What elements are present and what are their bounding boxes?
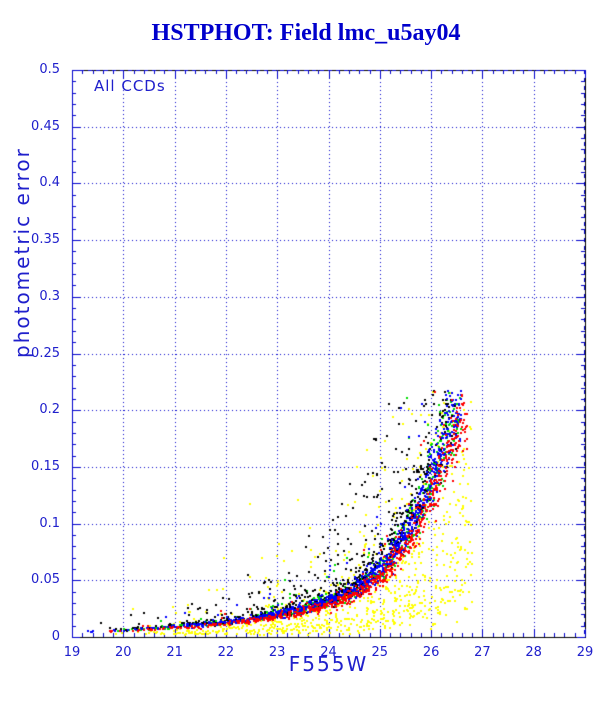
x-tick-label: 24: [320, 645, 337, 660]
y-tick-label: 0.5: [39, 62, 60, 77]
plot-title: HSTPHOT: Field lmc_u5ay04: [151, 20, 461, 46]
y-tick-label: 0.45: [31, 118, 60, 134]
x-tick-label: 26: [422, 645, 440, 660]
x-tick-label: 20: [115, 645, 132, 660]
x-tick-label: 25: [371, 645, 389, 660]
x-tick-label: 21: [166, 645, 183, 660]
x-tick-label: 23: [268, 645, 286, 660]
y-tick-label: 0.1: [39, 515, 60, 531]
ccd-annotation: All CCDs: [94, 77, 166, 95]
y-tick-label: 0.35: [31, 232, 60, 248]
x-tick-label: 29: [576, 645, 594, 660]
y-tick-label: 0.4: [39, 175, 60, 191]
y-tick-label: 0.15: [31, 458, 60, 474]
x-tick-label: 22: [217, 645, 235, 660]
y-tick-label: 0: [51, 629, 60, 644]
x-tick-label: 19: [63, 645, 81, 660]
x-axis-label: F555W: [288, 652, 369, 676]
x-tick-label: 28: [525, 645, 542, 660]
y-tick-label: 0.25: [31, 345, 60, 361]
y-tick-label: 0.05: [31, 572, 60, 588]
y-tick-label: 0.2: [39, 402, 60, 418]
y-tick-label: 0.3: [39, 288, 60, 304]
x-tick-label: 27: [474, 645, 491, 660]
